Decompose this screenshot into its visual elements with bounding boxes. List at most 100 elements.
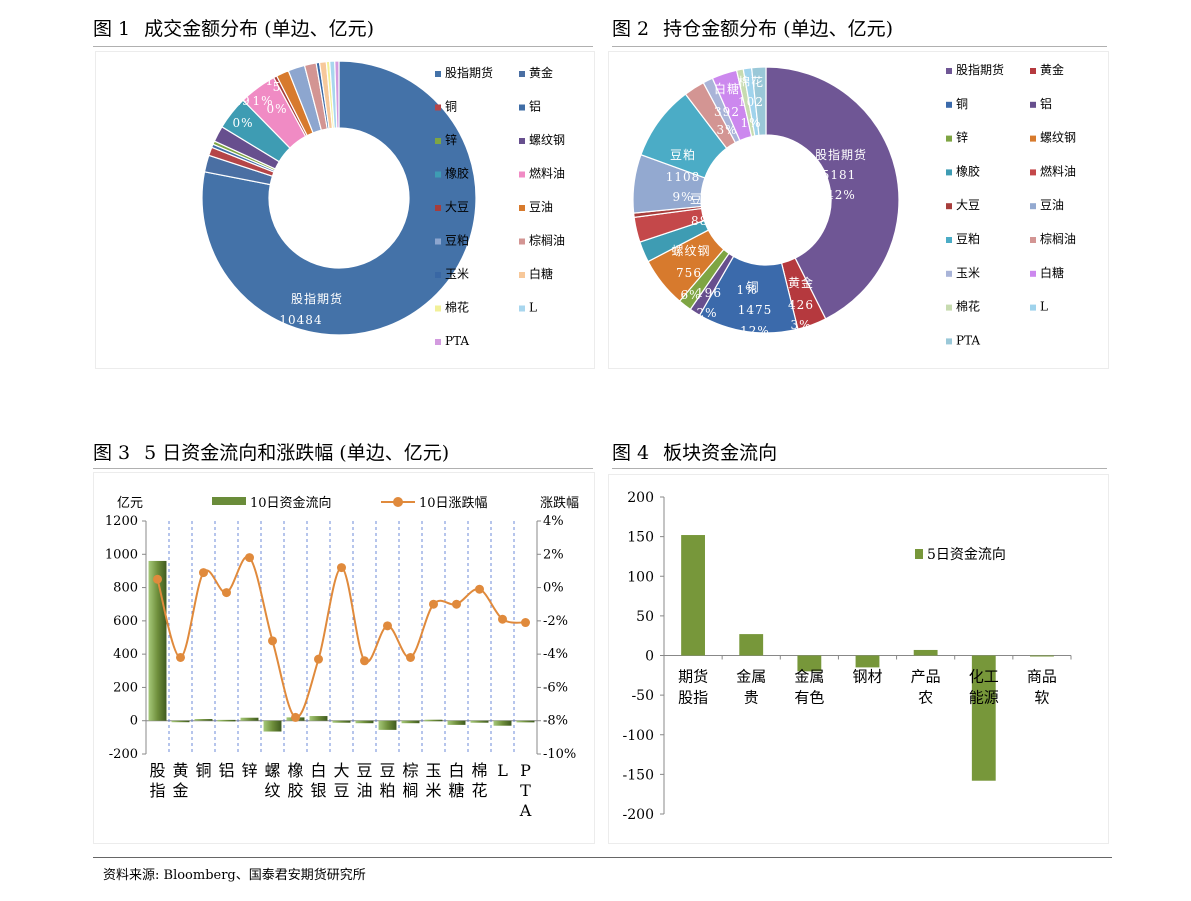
data-label: 3%	[716, 123, 737, 137]
data-label: 豆油	[187, 81, 213, 95]
y-tick-label: -100	[623, 728, 654, 744]
legend-swatch-锌	[946, 135, 952, 142]
data-label: 1108	[666, 170, 701, 184]
data-label: 4%	[171, 136, 192, 150]
legend-label-棕榈油: 棕榈油	[529, 233, 565, 248]
figure-1-title: 图 1 成交金额分布 (单边、亿元)	[93, 18, 375, 40]
y-tick-label: -200	[623, 807, 654, 823]
right-tick-label: 2%	[543, 547, 564, 562]
data-label: 6%	[189, 123, 210, 137]
right-tick-label: -6%	[543, 680, 568, 695]
data-label: 0%	[266, 102, 287, 116]
data-label: 257	[136, 152, 162, 166]
legend-label-棕榈油: 棕榈油	[1040, 231, 1076, 246]
right-tick-label: -4%	[543, 647, 568, 662]
legend-swatch-铜	[946, 101, 952, 108]
data-label: 白糖	[714, 81, 740, 96]
data-label: 42%	[826, 188, 856, 202]
pie-slice-PTA	[334, 60, 340, 129]
legend-swatch-豆粕	[946, 237, 952, 243]
data-label: 426	[788, 298, 814, 312]
data-label: 螺纹钢	[131, 131, 170, 145]
legend-label-豆粕: 豆粕	[956, 231, 980, 246]
category-label: 银	[310, 781, 326, 800]
legend-swatch-豆油	[1030, 203, 1036, 210]
category-label: 指	[149, 781, 165, 800]
legend-swatch-豆油	[519, 205, 525, 211]
category-label: 油	[356, 781, 372, 800]
data-label: 铜	[746, 279, 759, 294]
legend-label-铜: 铜	[445, 99, 457, 114]
data-label: 2%	[108, 197, 129, 211]
legend-swatch-铝	[1030, 101, 1036, 108]
bar-0	[148, 560, 167, 721]
bar-5	[971, 655, 996, 781]
figure-4-panel: 图 4 板块资金流向	[612, 434, 1107, 472]
legend-swatch-橡胶	[946, 169, 952, 176]
change-point-2	[199, 568, 208, 578]
data-label: 黄金	[106, 181, 132, 196]
left-axis-title: 亿元	[117, 496, 143, 511]
bar-8	[332, 720, 351, 723]
bar-12	[424, 719, 443, 722]
change-point-15	[498, 614, 507, 624]
bar-2	[797, 655, 822, 672]
legend-label-橡胶: 橡胶	[445, 166, 469, 181]
legend-swatch-白糖	[519, 272, 525, 278]
category-label: A	[519, 801, 532, 820]
data-label: 螺纹钢	[671, 244, 710, 258]
data-label: 17	[112, 206, 129, 220]
legend-label-铝: 铝	[529, 99, 541, 114]
legend-label-大豆: 大豆	[445, 200, 469, 214]
pie-slice-股指期货	[201, 60, 477, 336]
category-label: 贵	[744, 689, 759, 707]
data-label: 棉花	[264, 59, 290, 74]
change-point-16	[521, 618, 530, 628]
category-label: 锌	[241, 761, 257, 780]
legend-label-橡胶: 橡胶	[956, 163, 980, 178]
category-label: 棕	[402, 761, 418, 780]
category-label: L	[497, 761, 508, 780]
category-label: 期货	[678, 668, 708, 686]
legend-label-螺纹钢: 螺纹钢	[1040, 131, 1076, 145]
data-label: 1475	[738, 303, 773, 317]
legend-swatch-PTA	[946, 338, 952, 345]
legend-label-玉米: 玉米	[445, 267, 469, 281]
category-label: 股指	[678, 689, 708, 707]
bar-4	[913, 649, 938, 656]
category-label: 金属	[736, 668, 766, 686]
legend-label-白糖: 白糖	[1040, 265, 1064, 280]
left-tick-label: 1000	[105, 547, 138, 562]
legend-label-玉米: 玉米	[956, 266, 980, 280]
data-label: 股指期货	[815, 147, 867, 162]
bar-16	[516, 720, 535, 723]
data-label: PTA71	[230, 74, 274, 88]
change-line	[156, 555, 526, 719]
legend-label-黄金: 黄金	[529, 65, 553, 80]
change-point-7	[314, 654, 323, 664]
legend-label-燃料油: 燃料油	[1040, 163, 1076, 178]
category-label: 白	[310, 761, 326, 780]
data-label: 102	[738, 95, 764, 109]
legend-label-黄金: 黄金	[1040, 62, 1064, 77]
data-label: 3%	[790, 318, 811, 332]
data-label: 股指期货	[291, 291, 343, 306]
y-tick-label: -150	[623, 767, 654, 783]
category-label: 糖	[448, 781, 464, 800]
legend-swatch-螺纹钢	[1030, 135, 1036, 142]
legend-swatch-棉花	[946, 304, 952, 311]
legend-label-棉花: 棉花	[445, 300, 469, 315]
category-label: 金属	[794, 668, 824, 686]
bar-4	[240, 717, 259, 721]
legend-label-股指期货: 股指期货	[956, 62, 1004, 77]
figure-3-chart-frame: 亿元 涨跌幅 10日资金流向 10日涨跌幅 -200 0 200 400 600 800 1000 1…	[93, 472, 595, 844]
category-label: 棉	[471, 761, 487, 780]
data-label: 棉花	[738, 74, 764, 89]
data-label: 881	[691, 214, 717, 228]
legend-swatch-L	[1030, 304, 1036, 311]
legend-swatch-玉米	[946, 270, 952, 277]
category-label: 榈	[402, 781, 418, 800]
data-label: 2%	[140, 162, 161, 176]
